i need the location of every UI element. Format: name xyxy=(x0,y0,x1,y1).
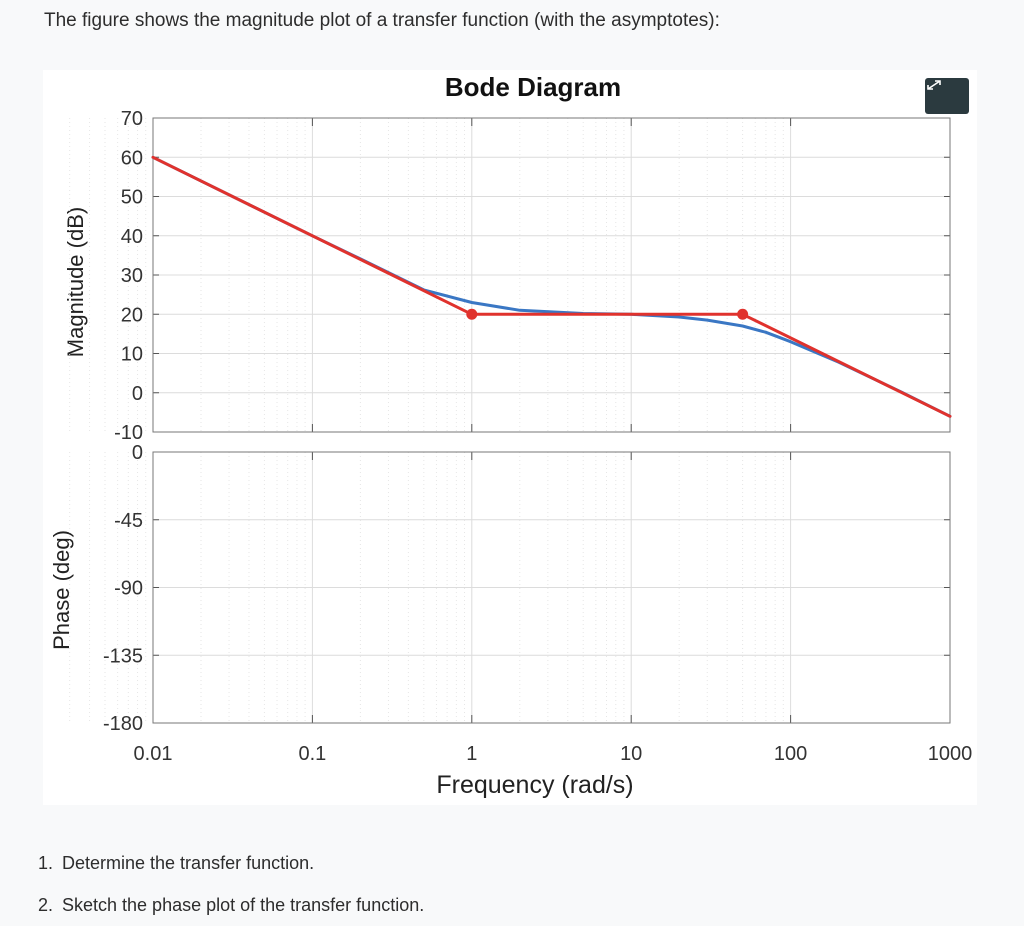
y-tick-label: 30 xyxy=(121,265,143,287)
y-tick-label: -45 xyxy=(114,510,143,532)
y-tick-label: 70 xyxy=(121,108,143,130)
x-tick-label: 100 xyxy=(774,743,807,765)
y-tick-label: 40 xyxy=(121,226,143,248)
y-tick-label: 50 xyxy=(121,187,143,209)
x-tick-label: 0.1 xyxy=(298,743,326,765)
chart-title: Bode Diagram xyxy=(445,72,621,102)
question-text: Sketch the phase plot of the transfer fu… xyxy=(62,895,425,915)
x-tick-label: 0.01 xyxy=(134,743,173,765)
question-number: 1. xyxy=(38,853,54,873)
expand-button[interactable] xyxy=(925,78,969,114)
expand-arrows-icon xyxy=(927,80,941,90)
plot-frame xyxy=(152,117,951,433)
question-number: 2. xyxy=(38,895,54,915)
y-tick-label: -90 xyxy=(114,578,143,600)
asymptote-break-point xyxy=(466,308,478,320)
y-tick-label: -180 xyxy=(103,713,143,735)
y-tick-label: 60 xyxy=(121,147,143,169)
y-tick-label: -10 xyxy=(114,422,143,444)
plot-frame xyxy=(152,451,951,724)
asymptote-break-point xyxy=(737,308,749,320)
y-tick-label: -135 xyxy=(103,645,143,667)
bode-figure: Bode Diagram Frequency (rad/s) Magnitude… xyxy=(43,70,977,805)
x-tick-label: 10 xyxy=(620,743,642,765)
question-list: 1. Determine the transfer function. 2. Ske… xyxy=(38,842,424,926)
asymptote-line xyxy=(151,155,952,418)
phase-axis-label: Phase (deg) xyxy=(49,530,74,650)
y-tick-label: 20 xyxy=(121,304,143,326)
question-text: Determine the transfer function. xyxy=(62,853,315,873)
list-item: 2. Sketch the phase plot of the transfer … xyxy=(38,884,424,926)
magnitude-axis-label: Magnitude (dB) xyxy=(63,207,88,357)
x-tick-label: 1000 xyxy=(928,743,973,765)
intro-text: The figure shows the magnitude plot of a… xyxy=(44,10,720,31)
x-tick-label: 1 xyxy=(466,743,477,765)
y-tick-label: 0 xyxy=(132,442,143,464)
y-tick-label: 10 xyxy=(121,344,143,366)
list-item: 1. Determine the transfer function. xyxy=(38,842,424,884)
bode-diagram-chart: Bode Diagram Frequency (rad/s) Magnitude… xyxy=(49,72,973,799)
y-tick-label: 0 xyxy=(132,383,143,405)
x-axis-label: Frequency (rad/s) xyxy=(436,771,633,799)
